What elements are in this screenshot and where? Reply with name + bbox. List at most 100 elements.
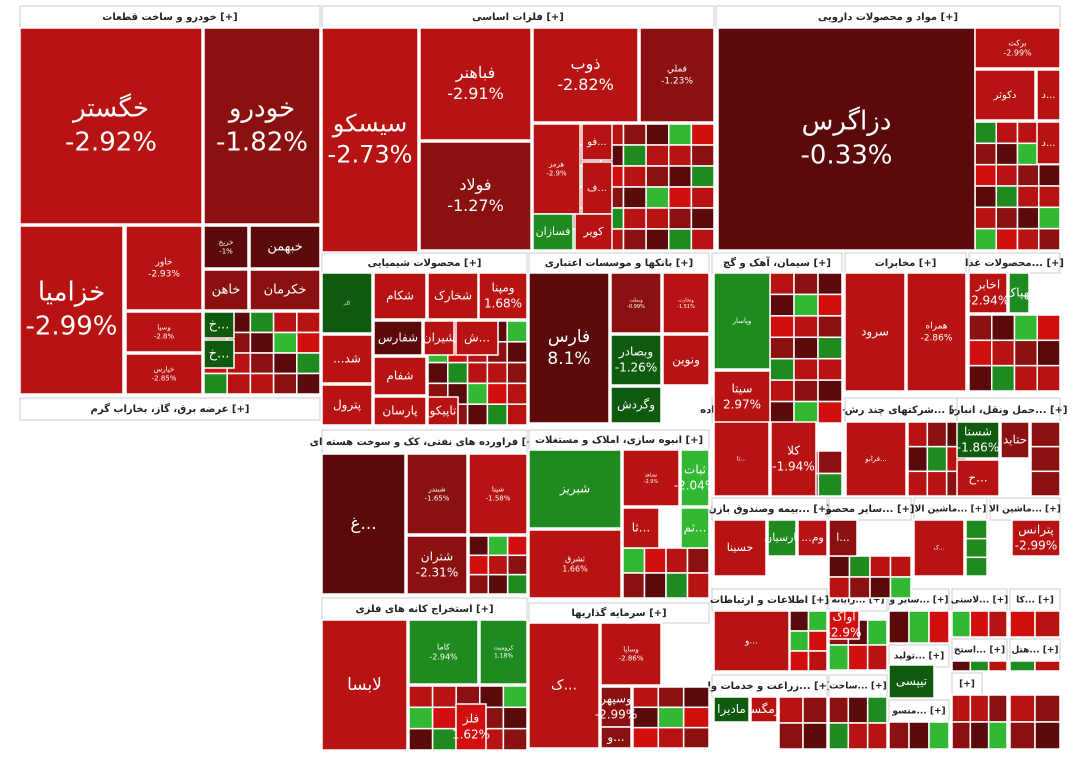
filler-cell[interactable] <box>487 554 509 576</box>
filler-cell[interactable] <box>1030 421 1061 448</box>
filler-cell[interactable] <box>690 228 715 251</box>
filler-cell[interactable] <box>296 352 321 375</box>
filler-cell[interactable] <box>408 706 434 730</box>
filler-cell[interactable] <box>778 722 804 750</box>
filler-cell[interactable] <box>769 315 795 339</box>
filler-cell[interactable] <box>690 186 715 209</box>
filler-cell[interactable] <box>665 572 689 599</box>
filler-cell[interactable] <box>645 228 670 251</box>
filler-cell[interactable] <box>778 696 804 724</box>
stock-tile[interactable] <box>406 453 468 535</box>
stock-tile[interactable] <box>532 123 581 215</box>
stock-tile[interactable] <box>1008 272 1030 314</box>
filler-cell[interactable] <box>987 660 1008 672</box>
filler-cell[interactable] <box>431 706 457 730</box>
filler-cell[interactable] <box>951 694 972 723</box>
filler-cell[interactable] <box>427 361 449 385</box>
filler-cell[interactable] <box>974 227 997 251</box>
filler-cell[interactable] <box>991 364 1016 392</box>
filler-cell[interactable] <box>987 694 1008 723</box>
filler-cell[interactable] <box>466 382 489 405</box>
filler-cell[interactable] <box>506 361 528 385</box>
filler-cell[interactable] <box>226 372 252 395</box>
filler-cell[interactable] <box>468 554 490 576</box>
sector-header[interactable] <box>19 397 321 421</box>
stock-tile[interactable] <box>610 334 662 386</box>
filler-cell[interactable] <box>1038 206 1061 230</box>
filler-cell[interactable] <box>793 357 819 381</box>
filler-cell[interactable] <box>974 185 997 209</box>
filler-cell[interactable] <box>926 445 948 473</box>
stock-tile[interactable] <box>203 311 235 339</box>
filler-cell[interactable] <box>969 660 990 672</box>
stock-tile[interactable] <box>610 272 662 334</box>
stock-tile[interactable] <box>639 27 715 123</box>
stock-tile[interactable] <box>581 161 613 215</box>
stock-tile[interactable] <box>373 272 427 320</box>
filler-cell[interactable] <box>408 727 434 751</box>
filler-cell[interactable] <box>817 379 843 403</box>
filler-cell[interactable] <box>431 685 457 709</box>
filler-cell[interactable] <box>793 400 819 424</box>
filler-cell[interactable] <box>888 610 910 644</box>
filler-cell[interactable] <box>502 706 528 730</box>
filler-cell[interactable] <box>928 721 950 750</box>
filler-cell[interactable] <box>848 555 871 578</box>
filler-cell[interactable] <box>686 572 710 599</box>
filler-cell[interactable] <box>926 421 948 448</box>
filler-cell[interactable] <box>847 722 869 750</box>
filler-cell[interactable] <box>769 272 795 296</box>
filler-cell[interactable] <box>974 142 997 166</box>
filler-cell[interactable] <box>1030 470 1061 497</box>
filler-cell[interactable] <box>622 228 647 251</box>
stock-tile[interactable] <box>321 334 373 384</box>
filler-cell[interactable] <box>296 372 321 395</box>
filler-cell[interactable] <box>690 165 715 188</box>
filler-cell[interactable] <box>668 207 693 230</box>
filler-cell[interactable] <box>502 685 528 709</box>
stock-tile[interactable] <box>528 529 622 599</box>
stock-tile[interactable] <box>713 519 767 577</box>
filler-cell[interactable] <box>468 535 490 557</box>
stock-tile[interactable] <box>203 269 249 311</box>
filler-cell[interactable] <box>645 207 670 230</box>
filler-cell[interactable] <box>965 519 988 540</box>
filler-cell[interactable] <box>1009 660 1036 672</box>
stock-tile[interactable] <box>455 320 499 356</box>
filler-cell[interactable] <box>1038 163 1061 187</box>
stock-tile[interactable] <box>468 453 528 535</box>
filler-cell[interactable] <box>793 315 819 339</box>
stock-tile[interactable] <box>321 27 419 253</box>
stock-tile[interactable] <box>610 386 662 424</box>
filler-cell[interactable] <box>506 382 528 405</box>
filler-cell[interactable] <box>665 547 689 574</box>
stock-tile[interactable] <box>1036 121 1061 165</box>
filler-cell[interactable] <box>506 535 528 557</box>
filler-cell[interactable] <box>769 357 795 381</box>
filler-cell[interactable] <box>995 185 1019 209</box>
filler-cell[interactable] <box>965 537 988 559</box>
filler-cell[interactable] <box>847 644 869 671</box>
filler-cell[interactable] <box>888 721 910 750</box>
stock-tile[interactable] <box>828 519 858 557</box>
stock-tile[interactable] <box>828 610 860 640</box>
filler-cell[interactable] <box>807 630 828 652</box>
filler-cell[interactable] <box>408 685 434 709</box>
filler-cell[interactable] <box>657 706 685 729</box>
filler-cell[interactable] <box>907 470 929 497</box>
sector-header[interactable] <box>956 397 1061 423</box>
stock-tile[interactable] <box>125 353 203 395</box>
filler-cell[interactable] <box>249 331 275 354</box>
filler-cell[interactable] <box>622 165 647 188</box>
filler-cell[interactable] <box>668 165 693 188</box>
filler-cell[interactable] <box>817 293 843 317</box>
stock-tile[interactable] <box>974 27 1061 69</box>
stock-tile[interactable] <box>249 225 321 269</box>
stock-tile[interactable] <box>767 519 797 557</box>
stock-tile[interactable] <box>427 396 459 426</box>
filler-cell[interactable] <box>643 572 667 599</box>
stock-tile[interactable] <box>423 320 455 356</box>
filler-cell[interactable] <box>828 644 850 671</box>
stock-tile[interactable] <box>419 141 532 251</box>
stock-tile[interactable] <box>713 421 770 497</box>
